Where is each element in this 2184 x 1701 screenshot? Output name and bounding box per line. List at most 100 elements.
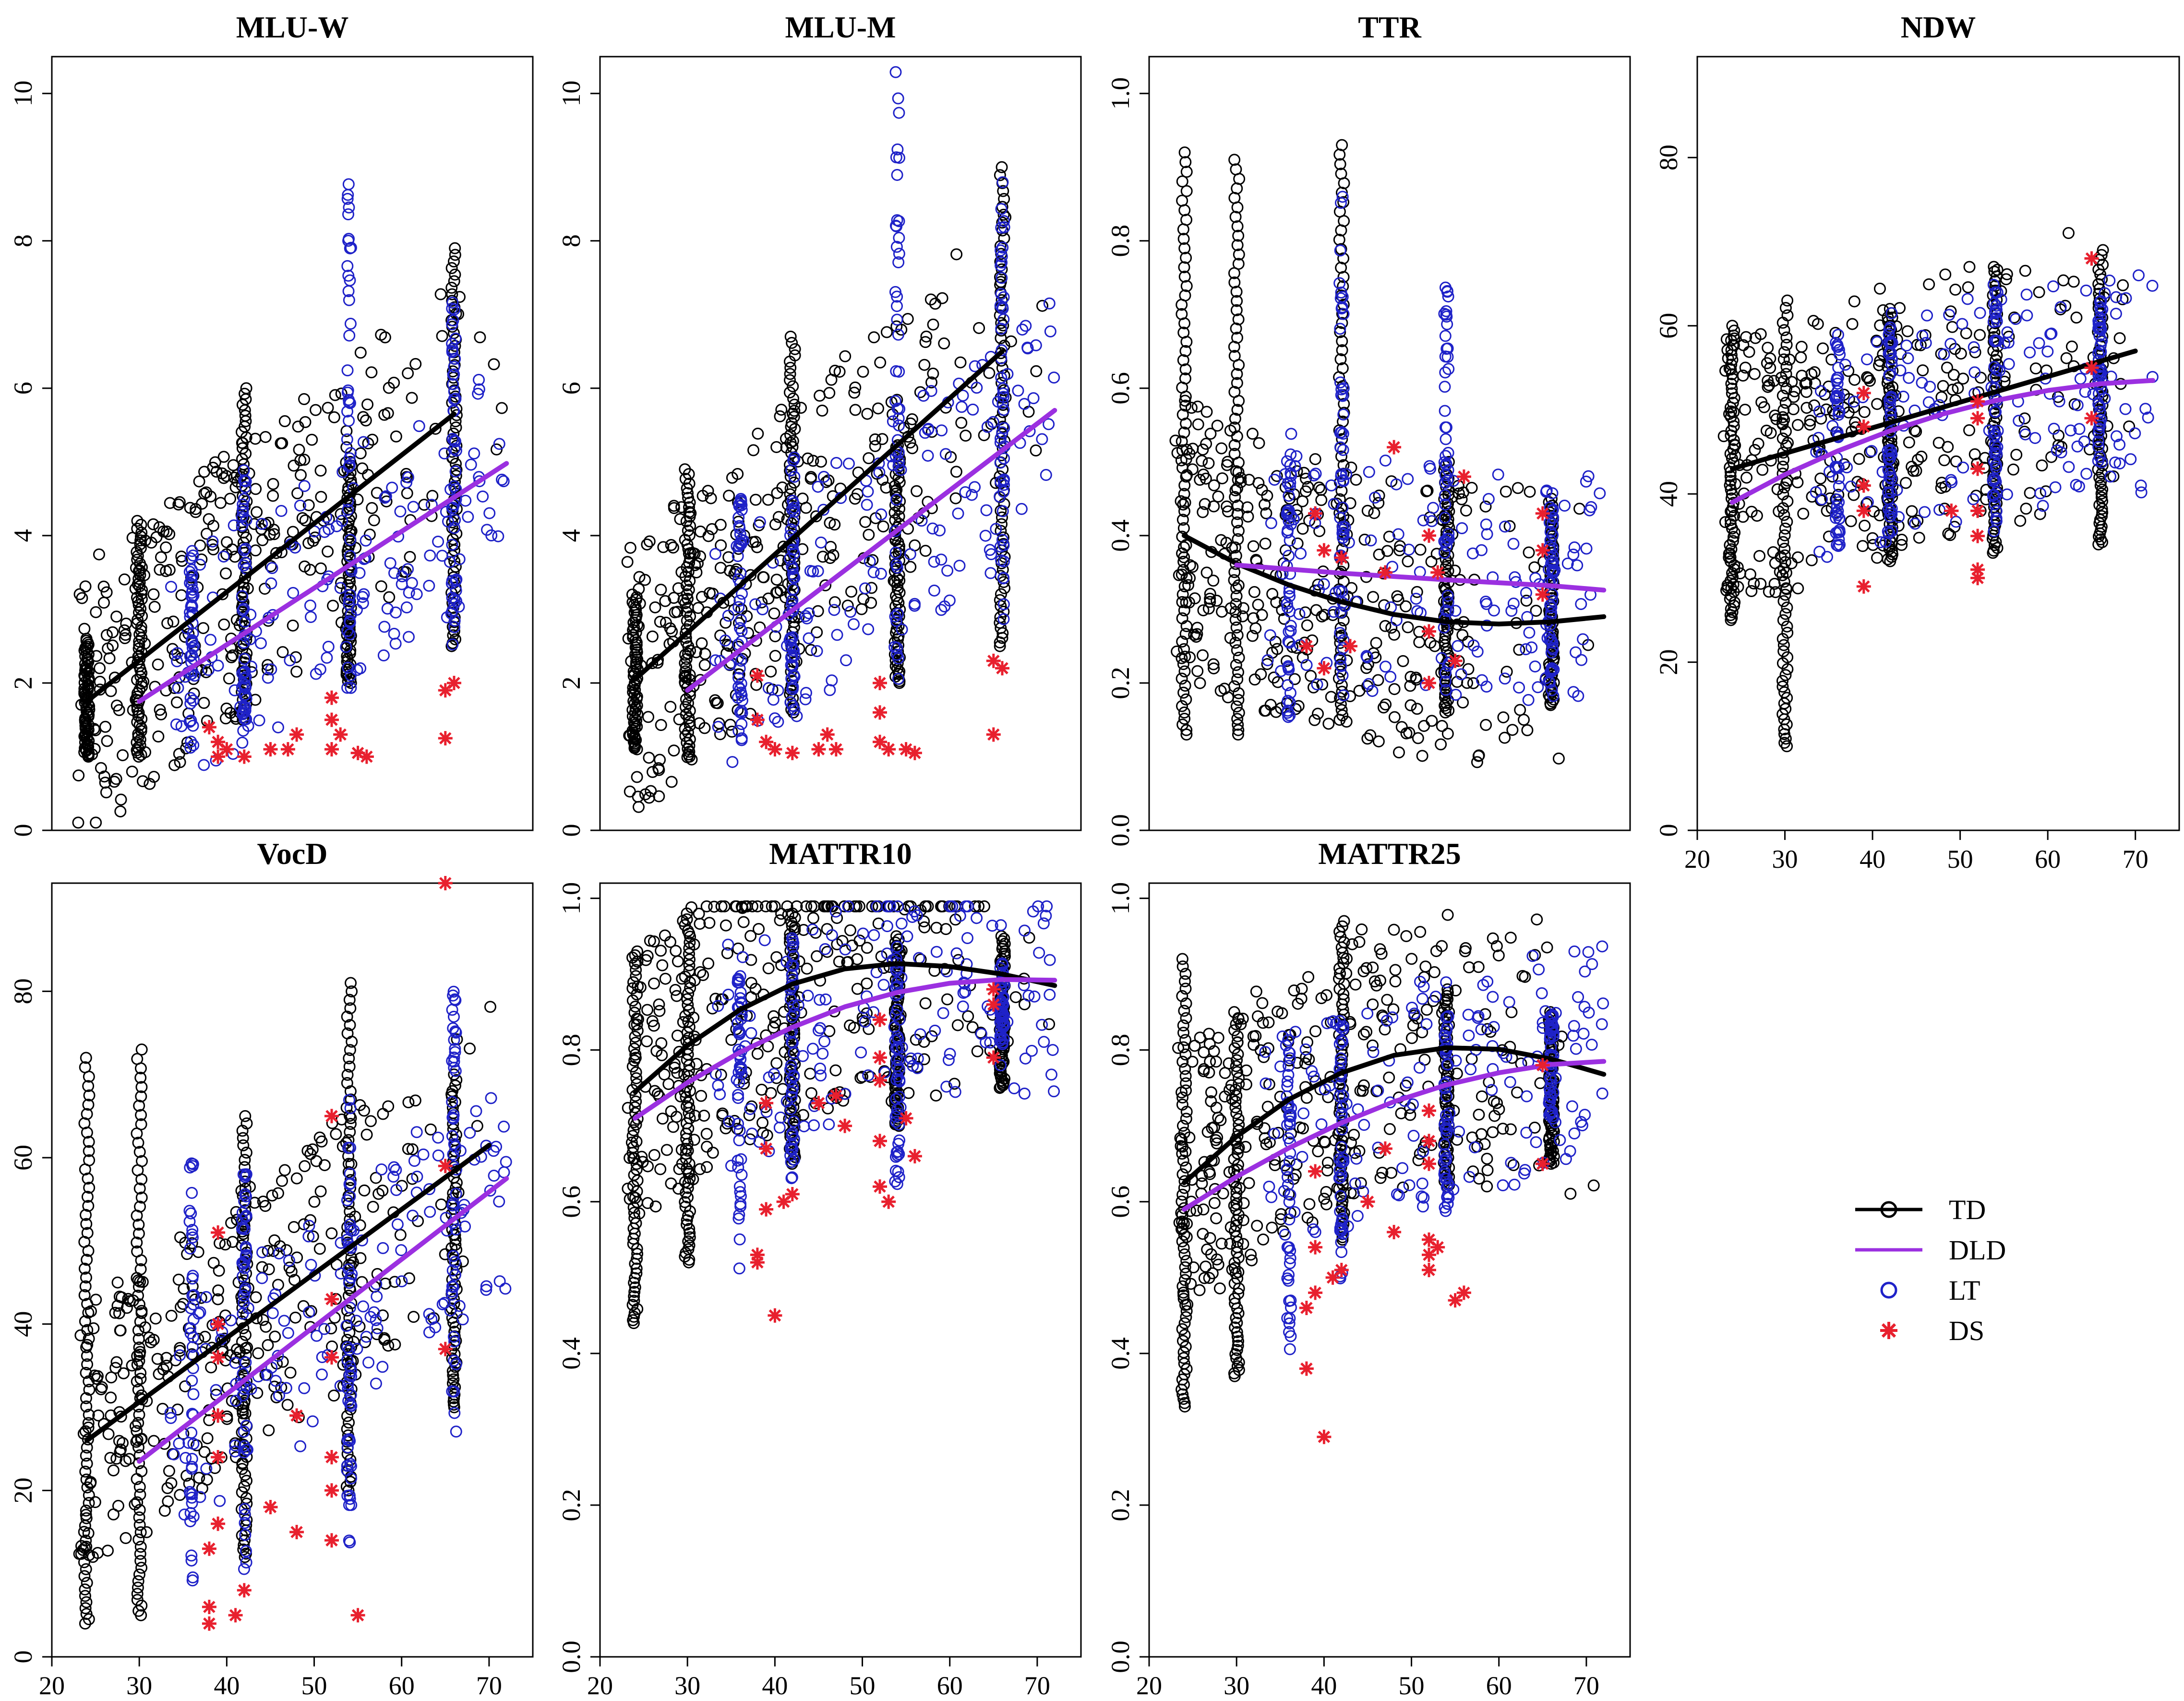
y-tick-label: 0.8 xyxy=(1106,225,1135,257)
td-point xyxy=(1204,587,1216,600)
td-point xyxy=(1725,378,1738,390)
lt-point xyxy=(749,598,762,611)
td-point xyxy=(335,577,348,589)
td-point xyxy=(1178,146,1191,159)
td-point xyxy=(120,1532,132,1545)
lt-point xyxy=(935,553,948,566)
td-point xyxy=(779,591,792,604)
lt-point xyxy=(1311,678,1323,691)
lt-point xyxy=(186,545,198,557)
td-point xyxy=(81,1577,93,1589)
td-point xyxy=(447,427,460,440)
td-point xyxy=(624,541,636,554)
td-point xyxy=(1309,453,1321,466)
td-point xyxy=(1305,670,1317,682)
td-point xyxy=(204,490,217,503)
td-point xyxy=(1180,252,1192,264)
lt-point xyxy=(448,522,460,534)
td-point xyxy=(1873,282,1886,295)
td-point xyxy=(1204,428,1217,440)
lt-point xyxy=(331,520,343,532)
td-point xyxy=(996,511,1008,524)
td-point xyxy=(170,696,183,708)
td-point xyxy=(997,605,1010,618)
x-tick-label: 50 xyxy=(301,1671,327,1700)
lt-point xyxy=(1561,557,1574,570)
lt-point xyxy=(893,215,905,228)
td-point xyxy=(787,435,799,447)
lt-point xyxy=(1442,533,1455,545)
td-point xyxy=(634,597,646,610)
td-point xyxy=(645,785,657,797)
td-point xyxy=(160,525,173,538)
td-point xyxy=(1185,402,1198,414)
td-point xyxy=(1413,636,1426,648)
td-point xyxy=(1186,463,1199,476)
td-point xyxy=(264,528,276,541)
lt-point xyxy=(1264,629,1276,641)
lt-point xyxy=(1547,529,1559,541)
td-point xyxy=(80,1563,92,1575)
lt-point xyxy=(1542,576,1555,589)
lt-point xyxy=(831,629,843,641)
lt-point xyxy=(384,557,396,569)
lt-point xyxy=(236,590,249,602)
lt-point xyxy=(322,640,335,653)
lt-point xyxy=(344,550,356,562)
lt-point xyxy=(1547,690,1560,702)
td-point xyxy=(891,394,903,406)
lt-point xyxy=(1284,709,1296,722)
lt-point xyxy=(185,714,197,727)
td-point xyxy=(176,554,188,567)
td-point xyxy=(996,463,1009,476)
td-point xyxy=(918,359,931,371)
lt-point xyxy=(842,457,855,470)
lt-point xyxy=(1284,687,1296,699)
td-point xyxy=(252,1347,264,1360)
td-point xyxy=(1871,398,1884,410)
ds-point xyxy=(1422,676,1436,690)
td-point xyxy=(1336,139,1348,151)
td-point xyxy=(284,1366,297,1379)
td-point xyxy=(2062,227,2075,240)
td-point xyxy=(90,1294,102,1306)
lt-point xyxy=(788,670,801,683)
lt-point xyxy=(1337,475,1350,487)
lt-point xyxy=(801,612,813,624)
td-point xyxy=(682,647,695,660)
td-point xyxy=(1176,700,1188,712)
lt-point xyxy=(413,420,425,432)
td-point xyxy=(2029,362,2042,375)
lt-point xyxy=(1440,433,1452,445)
lt-point xyxy=(1424,463,1437,475)
td-point xyxy=(342,675,354,687)
lt-point xyxy=(893,107,905,119)
td-point xyxy=(1753,550,1766,562)
lt-point xyxy=(305,611,317,623)
lt-point xyxy=(239,556,252,569)
td-point xyxy=(322,545,334,558)
td-point xyxy=(1987,544,2000,557)
dld-trend-line xyxy=(137,461,509,704)
td-point xyxy=(1937,380,1949,392)
lt-point xyxy=(996,256,1008,269)
td-point xyxy=(996,294,1008,306)
td-point xyxy=(1781,309,1794,322)
td-point xyxy=(1228,386,1241,398)
lt-point xyxy=(2110,308,2122,320)
td-point xyxy=(295,469,307,481)
lt-point xyxy=(1567,686,1580,698)
lt-point xyxy=(1282,524,1294,537)
lt-point xyxy=(344,242,356,254)
ds-point xyxy=(438,731,453,746)
td-point xyxy=(1197,604,1210,617)
panels: MLU-W0246810MLU-M0246810TTR0.00.20.40.60… xyxy=(9,10,2180,1700)
td-point xyxy=(484,1001,496,1013)
lt-point xyxy=(996,534,1009,546)
td-point xyxy=(315,491,327,503)
lt-point xyxy=(1439,477,1452,489)
td-point xyxy=(1791,419,1804,431)
lt-point xyxy=(238,1563,251,1575)
lt-point xyxy=(1441,589,1454,602)
ds-point xyxy=(828,742,843,757)
